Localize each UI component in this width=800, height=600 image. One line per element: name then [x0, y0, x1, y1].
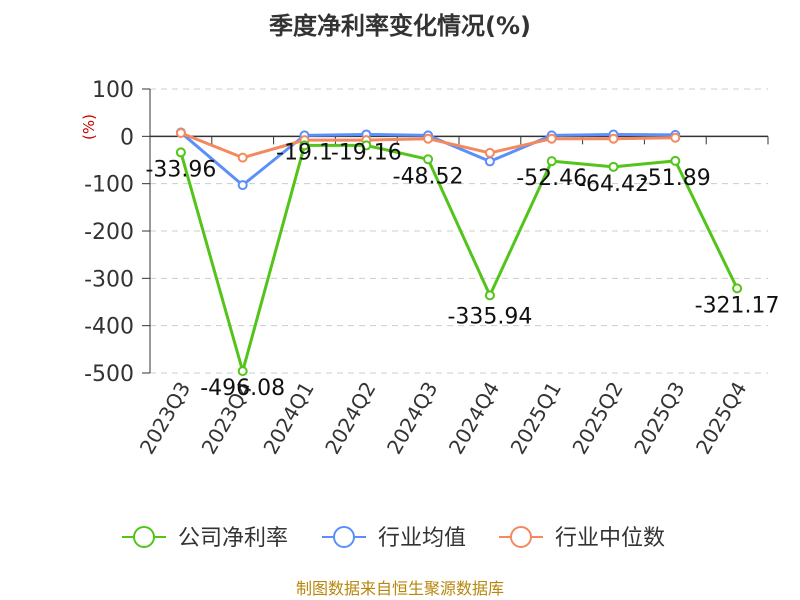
y-axis-unit: (%) — [80, 114, 98, 140]
data-label: -496.08 — [200, 376, 285, 401]
legend-marker — [133, 526, 155, 548]
data-point — [670, 132, 681, 143]
x-tick-label: 2024Q4 — [444, 378, 504, 459]
data-point — [670, 155, 681, 166]
y-axis: 100 0 -100 -200 -300 -400 -500 — [84, 78, 151, 387]
data-label: -52.46 — [516, 166, 587, 191]
plot-lines — [175, 127, 743, 377]
data-label: -19.1 — [276, 140, 333, 165]
data-point — [175, 147, 186, 158]
y-tick-label: -200 — [84, 220, 134, 245]
y-tick-label: 0 — [120, 125, 134, 150]
x-tick-label: 2025Q4 — [691, 378, 751, 459]
legend-label: 行业均值 — [378, 526, 466, 551]
data-point — [484, 156, 495, 167]
y-tick-label: 100 — [92, 78, 134, 103]
data-label: -64.42 — [578, 172, 649, 197]
data-label: -19.16 — [331, 140, 402, 165]
data-point — [237, 366, 248, 377]
legend-marker — [510, 526, 532, 548]
data-point — [423, 133, 434, 144]
x-tick-label: 2024Q2 — [320, 378, 380, 459]
series-line — [179, 143, 739, 373]
data-label: -321.17 — [695, 293, 780, 318]
data-point — [484, 147, 495, 158]
data-point — [546, 133, 557, 144]
y-tick-label: -100 — [84, 173, 134, 198]
data-point — [732, 283, 743, 294]
data-labels: -33.96 -496.08 -19.1-19.16-48.52 -335.94 -52… — [145, 140, 779, 401]
source-note: 制图数据来自恒生聚源数据库 — [296, 579, 504, 598]
grid — [150, 88, 768, 374]
data-point — [608, 133, 619, 144]
data-point — [361, 140, 372, 151]
data-point — [608, 161, 619, 172]
legend: 公司净利率 行业均值 行业中位数 — [122, 526, 665, 551]
chart-title: 季度净利率变化情况(%) — [269, 12, 531, 40]
y-tick-label: -500 — [84, 362, 134, 387]
legend-label: 行业中位数 — [555, 526, 665, 551]
x-tick-label: 2025Q1 — [506, 378, 566, 459]
data-point — [299, 140, 310, 151]
data-point — [237, 152, 248, 163]
data-label: -335.94 — [447, 304, 532, 329]
data-label: -33.96 — [145, 157, 216, 182]
y-tick-label: -400 — [84, 315, 134, 340]
data-point — [175, 128, 186, 139]
data-label: -51.89 — [640, 166, 711, 191]
data-point — [546, 156, 557, 167]
x-tick-label: 2023Q3 — [135, 378, 195, 459]
legend-label: 公司净利率 — [178, 526, 288, 551]
data-point — [237, 180, 248, 191]
x-tick-label: 2025Q3 — [629, 378, 689, 459]
x-tick-label: 2025Q2 — [567, 378, 627, 459]
data-label: -48.52 — [393, 164, 464, 189]
data-point — [484, 290, 495, 301]
legend-marker — [333, 526, 355, 548]
y-tick-label: -300 — [84, 267, 134, 292]
x-tick-label: 2024Q3 — [382, 377, 442, 458]
data-point — [423, 154, 434, 165]
